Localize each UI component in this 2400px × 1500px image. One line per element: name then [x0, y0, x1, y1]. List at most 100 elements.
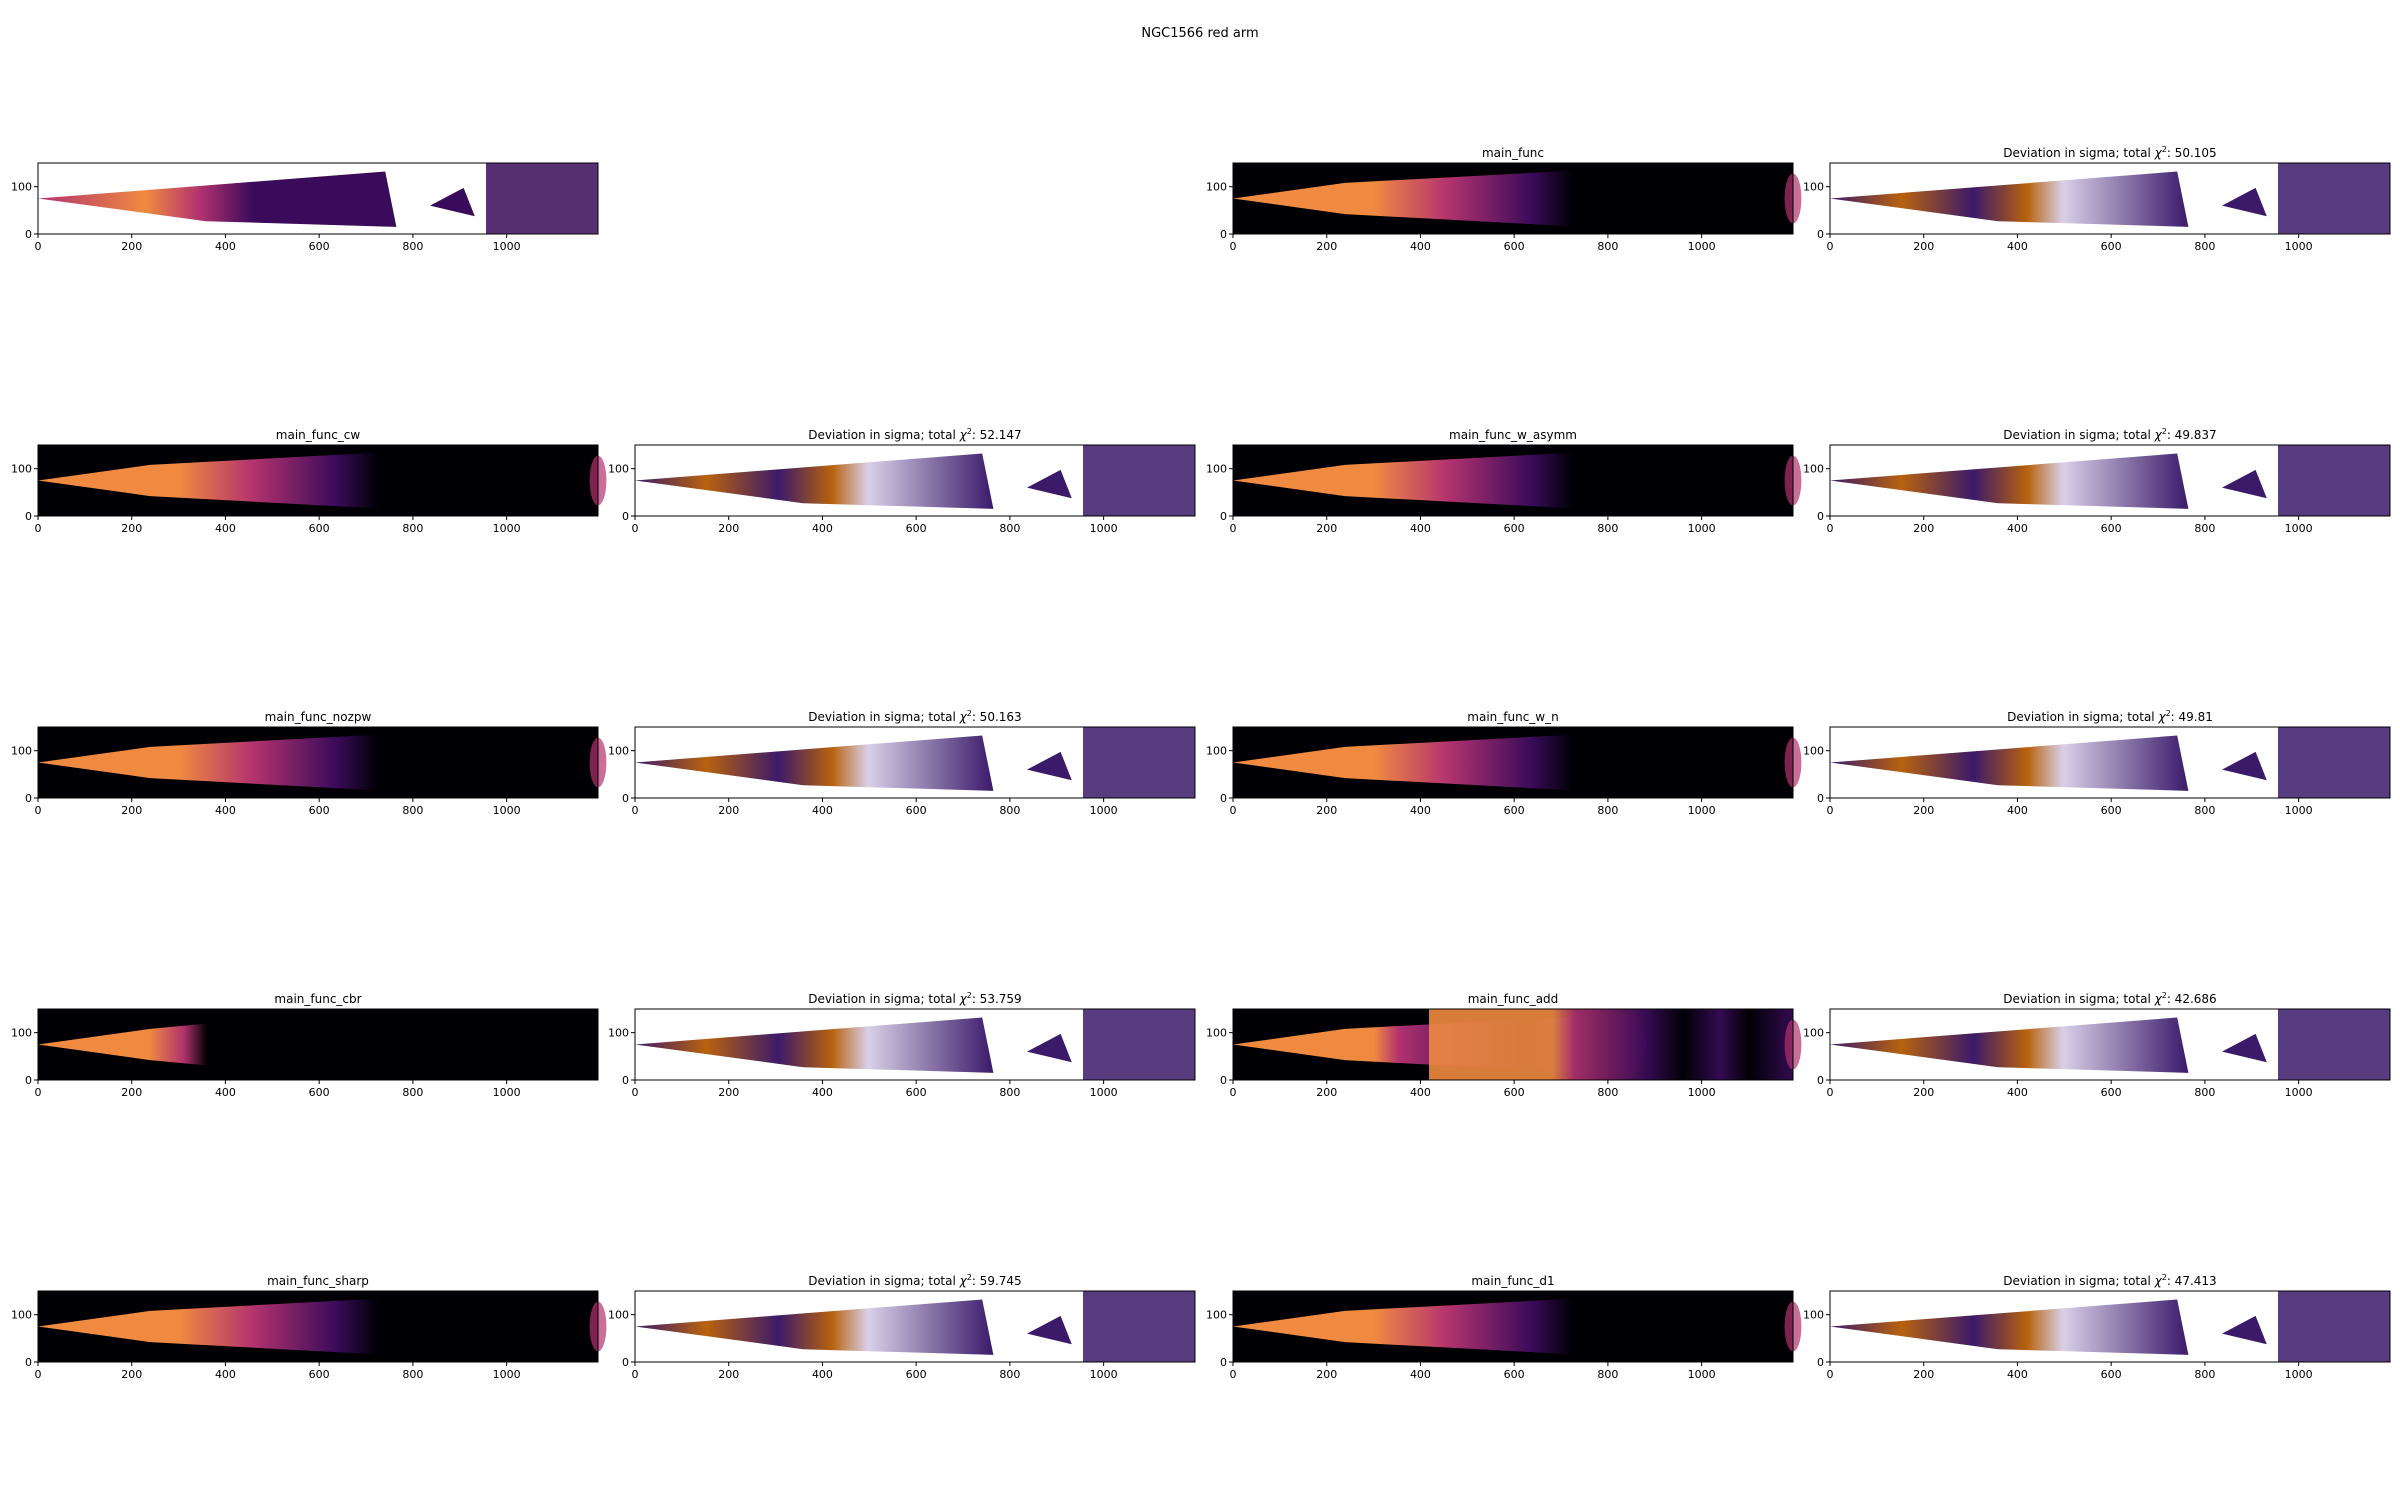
y-tick-label: 100: [1206, 745, 1227, 758]
x-tick-label: 200: [1913, 1086, 1934, 1099]
panel-title: Deviation in sigma; total χ2: 59.745: [808, 1273, 1021, 1288]
x-tick-label: 1000: [2285, 1368, 2313, 1381]
title-prefix: Deviation in sigma; total: [2003, 428, 2154, 442]
x-tick-label: 1000: [493, 522, 521, 535]
y-tick-label: 100: [11, 181, 32, 194]
x-tick-label: 200: [718, 804, 739, 817]
axes-frame: [634, 726, 1196, 799]
panel-dev_main_func_cw: 0 200 400 600 800 1000 0 100 Deviation in sigma;…: [608, 427, 1196, 535]
panel-title: Deviation in sigma; total χ2: 50.163: [808, 709, 1021, 724]
y-tick-label: 100: [1803, 181, 1824, 194]
x-tick-label: 600: [1504, 804, 1525, 817]
y-tick-label: 0: [25, 510, 32, 523]
chi-symbol: χ: [2154, 992, 2163, 1006]
model-surface: [1233, 449, 1648, 512]
x-tick-label: 400: [1410, 522, 1431, 535]
residual-block: [1083, 445, 1195, 516]
residual-fragment: [1027, 1315, 1072, 1345]
x-tick-label: 200: [121, 240, 142, 253]
axes-frame: [634, 1008, 1196, 1081]
x-tick-label: 200: [1913, 522, 1934, 535]
x-tick-label: 600: [2101, 522, 2122, 535]
x-tick-label: 1000: [1688, 240, 1716, 253]
x-tick-label: 600: [2101, 240, 2122, 253]
axes-frame: [634, 444, 1196, 517]
x-tick-label: 200: [1913, 804, 1934, 817]
x-tick-label: 600: [309, 804, 330, 817]
chi-symbol: χ: [959, 710, 968, 724]
chi-value: : 49.81: [2171, 710, 2213, 724]
x-tick-label: 600: [906, 804, 927, 817]
panel-dev_main_func_cbr: 0 200 400 600 800 1000 0 100 Deviation in sigma;…: [608, 991, 1196, 1099]
chi-superscript: 2: [967, 709, 972, 718]
chi-value: : 53.759: [972, 992, 1022, 1006]
residual-block: [2278, 163, 2390, 234]
chi-symbol: χ: [2154, 428, 2163, 442]
residual-block: [486, 163, 598, 234]
residual-strip: [1830, 735, 2189, 791]
title-prefix: Deviation in sigma; total: [808, 992, 959, 1006]
panel-dev_main_func_d1: 0 200 400 600 800 1000 0 100 Deviation in sigma;…: [1803, 1273, 2391, 1381]
x-tick-label: 400: [215, 522, 236, 535]
panel-main_func_cbr: 0 200 400 600 800 1000 0 100 main_func_cbr: [11, 992, 599, 1099]
x-tick-label: 200: [1913, 240, 1934, 253]
y-tick-label: 0: [622, 1356, 629, 1369]
y-tick-label: 100: [608, 745, 629, 758]
x-tick-label: 600: [309, 1086, 330, 1099]
x-tick-label: 600: [2101, 1368, 2122, 1381]
residual-strip: [635, 453, 994, 509]
axes-frame: [37, 1008, 599, 1081]
x-tick-label: 400: [215, 240, 236, 253]
panel-title: main_func_w_asymm: [1449, 428, 1577, 442]
x-tick-label: 400: [1410, 240, 1431, 253]
model-surface: [38, 1295, 453, 1358]
x-tick-label: 1000: [1090, 804, 1118, 817]
axes-frame: [37, 162, 599, 235]
x-tick-label: 200: [1316, 804, 1337, 817]
y-tick-label: 0: [25, 1356, 32, 1369]
panel-title: Deviation in sigma; total χ2: 53.759: [808, 991, 1021, 1006]
y-tick-label: 100: [11, 1309, 32, 1322]
x-tick-label: 800: [999, 522, 1020, 535]
residual-strip: [1830, 1299, 2189, 1355]
x-tick-label: 400: [2007, 522, 2028, 535]
residual-strip: [1830, 1017, 2189, 1073]
x-tick-label: 0: [632, 1086, 639, 1099]
x-tick-label: 0: [1230, 240, 1237, 253]
x-tick-label: 1000: [2285, 804, 2313, 817]
x-tick-label: 800: [402, 1086, 423, 1099]
residual-block: [1083, 1291, 1195, 1362]
residual-fragment: [2222, 469, 2267, 499]
panel-main_func_d1: 0 200 400 600 800 1000 0 100 main_func_d1: [1206, 1274, 1802, 1381]
panel-title: Deviation in sigma; total χ2: 42.686: [2003, 991, 2216, 1006]
panel-main_func_sharp: 0 200 400 600 800 1000 0 100 main_func_sharp: [11, 1274, 607, 1381]
residual-fragment: [2222, 1033, 2267, 1063]
x-tick-label: 800: [999, 804, 1020, 817]
x-tick-label: 1000: [2285, 240, 2313, 253]
chi-superscript: 2: [2162, 1273, 2167, 1282]
x-tick-label: 200: [121, 1368, 142, 1381]
axes-frame: [37, 444, 599, 517]
x-tick-label: 600: [906, 1368, 927, 1381]
chi-value: : 59.745: [972, 1274, 1022, 1288]
x-tick-label: 1000: [1688, 1086, 1716, 1099]
chi-superscript: 2: [967, 991, 972, 1000]
residual-fragment: [1027, 469, 1072, 499]
y-tick-label: 100: [1206, 463, 1227, 476]
x-tick-label: 600: [2101, 804, 2122, 817]
x-tick-label: 400: [215, 1368, 236, 1381]
chi-symbol: χ: [2157, 710, 2166, 724]
x-tick-label: 800: [999, 1086, 1020, 1099]
panel-title: main_func_cbr: [274, 992, 361, 1006]
panel-title: Deviation in sigma; total χ2: 49.81: [2007, 709, 2213, 724]
y-tick-label: 0: [1220, 510, 1227, 523]
y-tick-label: 0: [25, 1074, 32, 1087]
chi-value: : 50.105: [2167, 146, 2217, 160]
chi-symbol: χ: [959, 1274, 968, 1288]
title-prefix: Deviation in sigma; total: [808, 710, 959, 724]
x-tick-label: 400: [812, 804, 833, 817]
chi-value: : 49.837: [2167, 428, 2217, 442]
axes-frame: [1232, 726, 1794, 799]
panel-main_func_w_asymm: 0 200 400 600 800 1000 0 100 main_func_w_asymm: [1206, 428, 1802, 535]
x-tick-label: 400: [215, 804, 236, 817]
